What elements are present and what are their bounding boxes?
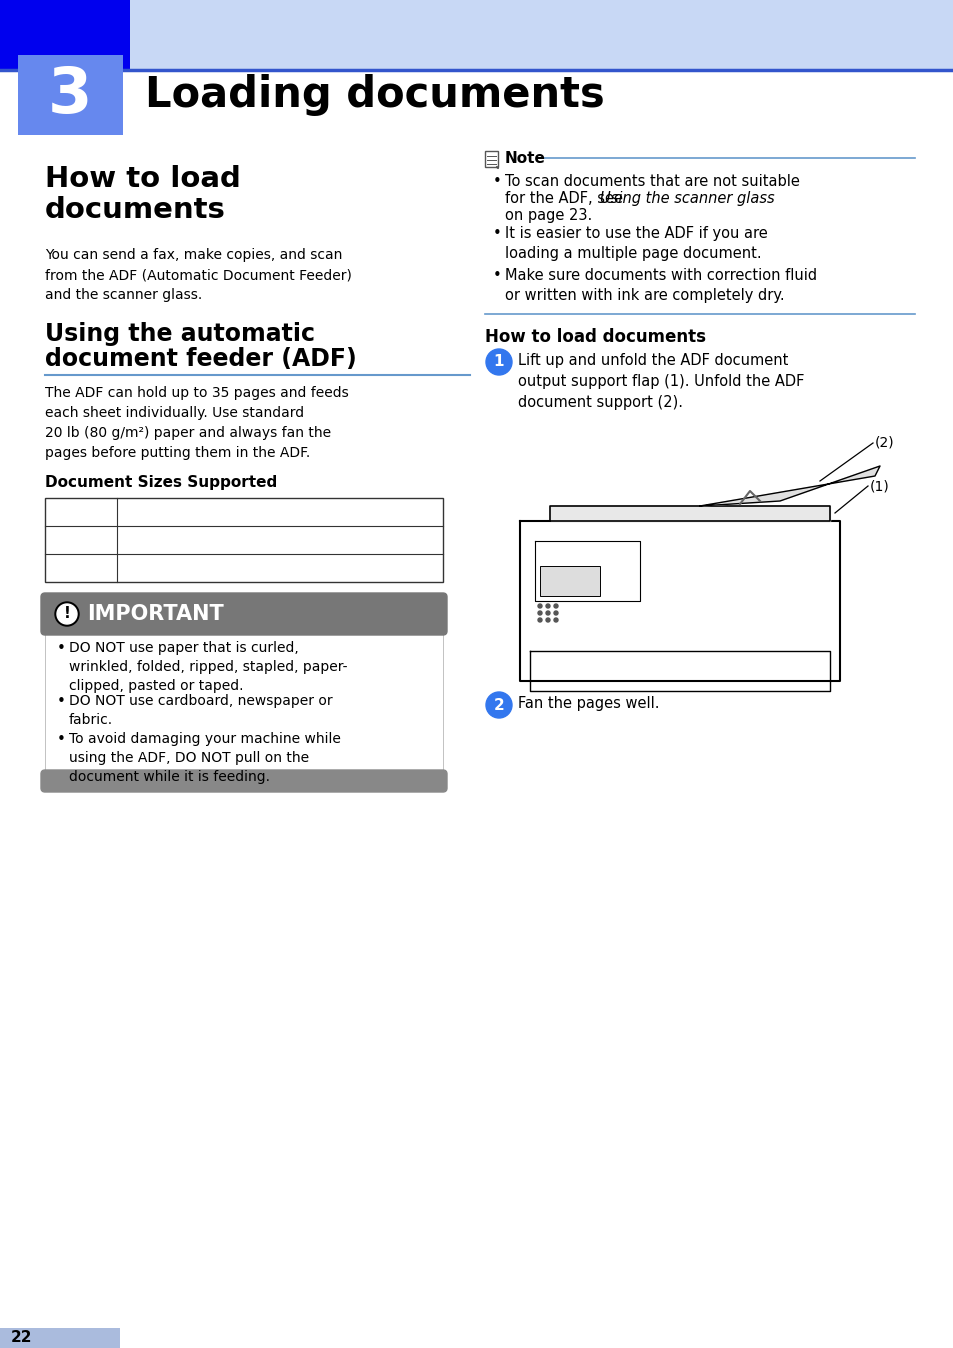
Bar: [18, 55, 123, 135]
Circle shape: [554, 611, 558, 615]
Text: DO NOT use cardboard, newspaper or
fabric.: DO NOT use cardboard, newspaper or fabri…: [69, 694, 333, 728]
Text: Fan the pages well.: Fan the pages well.: [517, 696, 659, 710]
Circle shape: [545, 617, 550, 621]
Text: Note: Note: [504, 151, 545, 166]
Text: Width:: Width:: [49, 532, 94, 546]
Text: How to load: How to load: [45, 164, 240, 193]
Text: To scan documents that are not suitable: To scan documents that are not suitable: [504, 174, 799, 189]
Text: •: •: [57, 694, 66, 709]
Text: •: •: [57, 732, 66, 748]
Text: To avoid damaging your machine while
using the ADF, DO NOT pull on the
document : To avoid damaging your machine while usi…: [69, 732, 340, 785]
Circle shape: [554, 604, 558, 608]
Polygon shape: [550, 506, 829, 520]
Text: Length:: Length:: [49, 504, 101, 518]
Text: (2): (2): [874, 435, 894, 450]
Text: document feeder (ADF): document feeder (ADF): [45, 346, 356, 371]
Bar: [45, 631, 442, 776]
Circle shape: [545, 604, 550, 608]
Text: DO NOT use paper that is curled,
wrinkled, folded, ripped, stapled, paper-
clipp: DO NOT use paper that is curled, wrinkle…: [69, 642, 347, 693]
Circle shape: [537, 604, 541, 608]
Bar: [539, 566, 599, 596]
Circle shape: [55, 603, 79, 625]
Text: Make sure documents with correction fluid
or written with ink are completely dry: Make sure documents with correction flui…: [504, 268, 817, 303]
FancyBboxPatch shape: [41, 593, 447, 635]
Text: IMPORTANT: IMPORTANT: [87, 604, 224, 624]
Circle shape: [57, 604, 77, 624]
Text: Weight:: Weight:: [49, 559, 102, 574]
Bar: [0, 0, 130, 70]
Bar: [0, 1328, 120, 1348]
Circle shape: [554, 617, 558, 621]
Bar: [45, 497, 442, 582]
Text: 5.8 to 8.5 in. (147.3 to 215.9 mm): 5.8 to 8.5 in. (147.3 to 215.9 mm): [123, 532, 359, 546]
Text: •: •: [493, 174, 501, 189]
Text: •: •: [493, 226, 501, 241]
Text: Using the automatic: Using the automatic: [45, 322, 314, 346]
Text: •: •: [493, 268, 501, 283]
Text: 2: 2: [493, 697, 504, 713]
FancyBboxPatch shape: [41, 770, 447, 793]
Circle shape: [485, 349, 512, 375]
Text: 5.8 to 14 in. (147.3 to 355.6 mm): 5.8 to 14 in. (147.3 to 355.6 mm): [123, 504, 355, 518]
Text: You can send a fax, make copies, and scan
from the ADF (Automatic Document Feede: You can send a fax, make copies, and sca…: [45, 248, 352, 302]
Text: documents: documents: [45, 195, 226, 224]
Bar: [0, 0, 953, 70]
Circle shape: [485, 692, 512, 718]
Circle shape: [545, 611, 550, 615]
Text: 22: 22: [11, 1330, 32, 1345]
Circle shape: [537, 611, 541, 615]
Text: It is easier to use the ADF if you are
loading a multiple page document.: It is easier to use the ADF if you are l…: [504, 226, 767, 262]
Circle shape: [537, 617, 541, 621]
Text: •: •: [57, 642, 66, 656]
Text: on page 23.: on page 23.: [504, 208, 592, 222]
Text: Lift up and unfold the ADF document
output support flap (1). Unfold the ADF
docu: Lift up and unfold the ADF document outp…: [517, 353, 803, 410]
Text: Using the scanner glass: Using the scanner glass: [599, 191, 774, 206]
Text: 17 to 24 lb (64 to 90 g/m²): 17 to 24 lb (64 to 90 g/m²): [123, 559, 308, 574]
Text: for the ADF, see: for the ADF, see: [504, 191, 627, 206]
Bar: [484, 151, 497, 167]
Polygon shape: [700, 466, 879, 506]
Text: 1: 1: [494, 355, 504, 369]
Text: !: !: [64, 607, 71, 621]
Text: 3: 3: [48, 63, 92, 125]
Text: Document Sizes Supported: Document Sizes Supported: [45, 474, 277, 491]
Text: The ADF can hold up to 35 pages and feeds
each sheet individually. Use standard
: The ADF can hold up to 35 pages and feed…: [45, 386, 349, 460]
Text: How to load documents: How to load documents: [484, 328, 705, 346]
Text: (1): (1): [869, 479, 889, 493]
Text: Loading documents: Loading documents: [145, 74, 604, 116]
